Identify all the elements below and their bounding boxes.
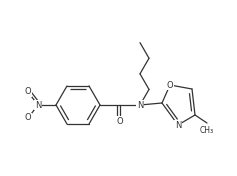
Text: N: N — [175, 121, 181, 130]
Text: O: O — [25, 114, 31, 122]
Text: CH₃: CH₃ — [200, 126, 214, 135]
Text: O: O — [117, 117, 123, 125]
Text: O: O — [25, 87, 31, 96]
Text: N: N — [35, 100, 41, 109]
Text: O: O — [167, 80, 173, 90]
Text: N: N — [137, 100, 143, 109]
